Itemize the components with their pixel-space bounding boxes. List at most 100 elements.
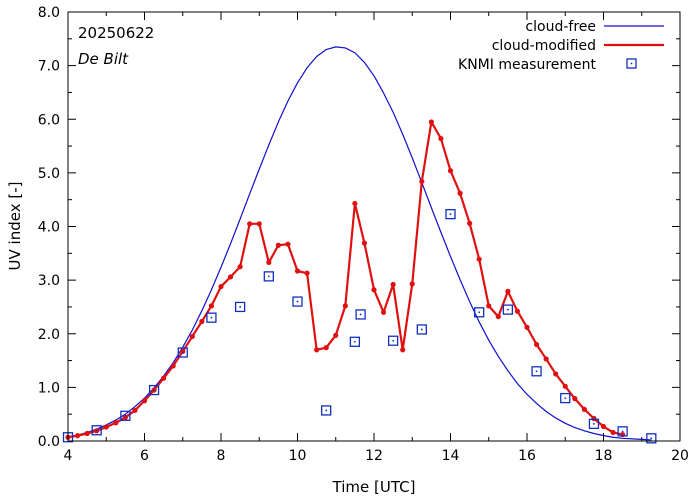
x-tick-label: 14 bbox=[442, 448, 460, 464]
cloud-modified-point bbox=[285, 241, 291, 247]
cloud-modified-point bbox=[199, 318, 205, 325]
knmi-measurement-dot bbox=[325, 409, 328, 412]
knmi-measurement-dot bbox=[267, 275, 270, 278]
cloud-modified-point bbox=[304, 270, 310, 276]
cloud-modified-point bbox=[533, 341, 540, 348]
cloud-modified-point bbox=[600, 423, 607, 430]
cloud-modified-point bbox=[428, 119, 434, 125]
knmi-measurement-dot bbox=[650, 437, 653, 440]
y-tick-labels: 0.0 1.0 2.0 3.0 4.0 5.0 6.0 7.0 8.0 bbox=[38, 5, 60, 450]
y-tick-label: 3.0 bbox=[38, 273, 60, 289]
cloud-modified-point bbox=[247, 221, 253, 227]
cloud-modified-point bbox=[400, 347, 406, 353]
knmi-measurement-point bbox=[474, 307, 485, 318]
cloud-modified-point bbox=[543, 356, 549, 362]
cloud-modified-point bbox=[218, 283, 224, 290]
knmi-measurement-point bbox=[617, 426, 628, 437]
knmi-measurement-point bbox=[445, 209, 456, 220]
knmi-measurement-dot bbox=[564, 397, 567, 399]
y-axis-label: UV index [-] bbox=[6, 182, 24, 271]
knmi-measurement-point bbox=[416, 324, 427, 335]
knmi-measurement-point bbox=[234, 301, 246, 313]
cloud-modified-point bbox=[572, 396, 578, 402]
knmi-measurement-point bbox=[646, 433, 657, 444]
knmi-measurement-point bbox=[263, 271, 274, 282]
cloud-modified-point bbox=[610, 429, 616, 436]
legend-label-knmi-measurement: KNMI measurement bbox=[458, 57, 596, 73]
cloud-modified-point bbox=[122, 414, 128, 421]
cloud-modified-point bbox=[256, 221, 262, 227]
cloud-modified-point bbox=[161, 375, 167, 381]
knmi-measurement-point bbox=[349, 336, 361, 347]
y-tick-label: 7.0 bbox=[38, 59, 60, 75]
x-tick-label: 6 bbox=[140, 448, 149, 464]
cloud-modified-point bbox=[352, 200, 358, 207]
knmi-measurement-dot bbox=[359, 313, 362, 316]
cloud-modified-point bbox=[581, 406, 587, 412]
knmi-measurement-point bbox=[148, 384, 160, 396]
cloud-modified-point bbox=[227, 274, 234, 280]
x-tick-label: 4 bbox=[64, 448, 73, 464]
knmi-measurement-dot bbox=[506, 308, 509, 311]
x-tick-label: 18 bbox=[595, 448, 613, 464]
knmi-measurement-point bbox=[531, 366, 542, 377]
cloud-modified-point bbox=[438, 135, 444, 142]
legend-label-cloud-free: cloud-free bbox=[525, 19, 596, 35]
cloud-modified-point bbox=[562, 383, 568, 389]
knmi-measurement-point bbox=[292, 296, 303, 307]
knmi-measurement-dot bbox=[124, 414, 127, 417]
knmi-measurement-dot bbox=[153, 389, 155, 391]
location-annotation: De Bilt bbox=[78, 50, 129, 68]
knmi-measurement-point bbox=[387, 335, 399, 346]
cloud-modified-point bbox=[323, 345, 329, 351]
cloud-modified-point bbox=[132, 407, 138, 414]
y-tick-label: 2.0 bbox=[38, 327, 60, 343]
cloud-modified-point bbox=[553, 371, 559, 377]
y-tick-label: 0.0 bbox=[38, 434, 60, 450]
cloud-modified-point bbox=[524, 324, 530, 330]
y-tick-label: 4.0 bbox=[38, 220, 60, 236]
knmi-measurement-dot bbox=[210, 316, 213, 319]
knmi-measurement-point bbox=[206, 312, 217, 323]
knmi-measurement-dot bbox=[593, 422, 595, 425]
cloud-modified-point bbox=[419, 178, 425, 185]
cloud-modified-point bbox=[380, 309, 387, 315]
cloud-modified-point bbox=[409, 281, 415, 287]
cloud-modified-point bbox=[514, 308, 521, 314]
knmi-measurement-dot bbox=[420, 328, 423, 331]
cloud-modified-point bbox=[294, 268, 301, 274]
cloud-modified-point bbox=[342, 303, 348, 309]
cloud-modified-point bbox=[314, 347, 320, 353]
y-tick-label: 5.0 bbox=[38, 166, 60, 182]
cloud-modified-point bbox=[74, 433, 81, 439]
cloud-modified-point bbox=[505, 288, 511, 294]
cloud-modified-point bbox=[361, 240, 368, 246]
knmi-measurement-dot bbox=[239, 306, 242, 308]
legend-swatch-knmi-measurement-dot bbox=[630, 62, 633, 65]
cloud-modified-point bbox=[495, 313, 501, 320]
series-line-cloud-free bbox=[67, 46, 652, 441]
cloud-modified-point bbox=[237, 264, 243, 270]
cloud-modified-point bbox=[84, 430, 90, 437]
x-axis-label: Time [UTC] bbox=[332, 478, 416, 496]
knmi-measurement-point bbox=[355, 309, 366, 320]
knmi-measurement-dot bbox=[478, 311, 481, 314]
cloud-modified-point bbox=[371, 287, 377, 293]
date-annotation: 20250622 bbox=[78, 24, 154, 42]
legend-label-cloud-modified: cloud-modified bbox=[492, 38, 596, 54]
cloud-modified-point bbox=[113, 420, 119, 426]
knmi-measurement-dot bbox=[535, 370, 538, 373]
knmi-measurement-point bbox=[502, 304, 514, 315]
cloud-modified-point bbox=[390, 281, 396, 288]
x-tick-label: 10 bbox=[289, 448, 307, 464]
series-layer bbox=[62, 46, 657, 444]
legend-swatch-knmi-measurement bbox=[626, 58, 637, 69]
cloud-modified-point bbox=[486, 303, 492, 309]
knmi-measurement-dot bbox=[95, 429, 98, 432]
knmi-measurement-dot bbox=[449, 213, 452, 216]
knmi-measurement-dot bbox=[353, 340, 356, 343]
y-tick-label: 1.0 bbox=[38, 380, 60, 396]
x-tick-label: 20 bbox=[671, 448, 689, 464]
y-tick-label: 6.0 bbox=[38, 112, 60, 128]
legend: cloud-free cloud-modified KNMI measureme… bbox=[458, 19, 664, 73]
